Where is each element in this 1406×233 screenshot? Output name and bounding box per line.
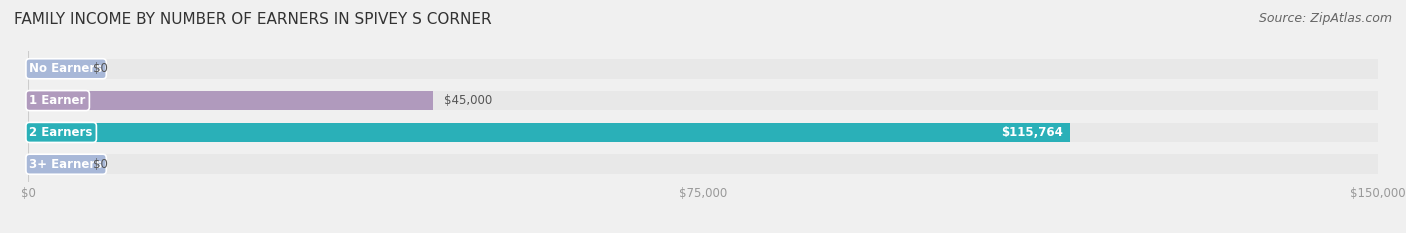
Text: $45,000: $45,000 xyxy=(444,94,492,107)
Text: $115,764: $115,764 xyxy=(1001,126,1063,139)
Text: 3+ Earners: 3+ Earners xyxy=(30,158,103,171)
Text: $0: $0 xyxy=(93,158,108,171)
Bar xyxy=(28,59,1378,79)
Bar xyxy=(28,91,1378,110)
Bar xyxy=(28,123,1378,142)
Text: 1 Earner: 1 Earner xyxy=(30,94,86,107)
Text: Source: ZipAtlas.com: Source: ZipAtlas.com xyxy=(1258,12,1392,25)
Bar xyxy=(28,154,1378,174)
Bar xyxy=(28,59,82,79)
Bar xyxy=(28,154,82,174)
Bar xyxy=(28,91,433,110)
Text: $0: $0 xyxy=(93,62,108,75)
Bar xyxy=(28,123,1070,142)
Text: No Earners: No Earners xyxy=(30,62,103,75)
Text: FAMILY INCOME BY NUMBER OF EARNERS IN SPIVEY S CORNER: FAMILY INCOME BY NUMBER OF EARNERS IN SP… xyxy=(14,12,492,27)
Text: 2 Earners: 2 Earners xyxy=(30,126,93,139)
